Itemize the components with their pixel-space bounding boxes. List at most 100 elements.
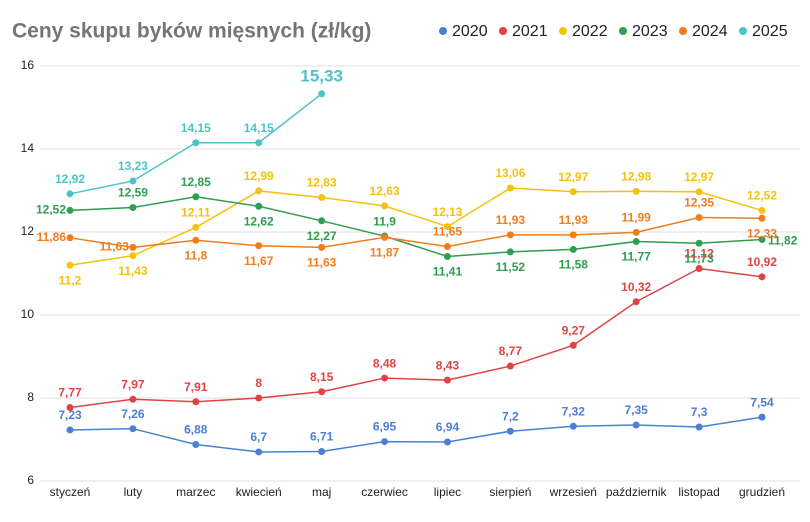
data-label: 11,67 (244, 254, 274, 268)
data-label: 11,63 (100, 240, 130, 254)
x-tick-label: listopad (678, 485, 719, 499)
data-label: 7,35 (625, 403, 649, 417)
data-label: 11,52 (496, 260, 526, 274)
legend-marker (559, 27, 567, 35)
data-label: 7,54 (750, 395, 774, 409)
point (192, 139, 200, 147)
data-label: 7,32 (562, 404, 586, 418)
data-label: 11,73 (684, 251, 714, 265)
data-label: 10,92 (747, 255, 777, 269)
point (192, 193, 200, 201)
data-label: 12,83 (307, 176, 337, 190)
data-label: 11,58 (559, 258, 589, 272)
point (758, 214, 766, 222)
point (695, 188, 703, 196)
data-label: 7,23 (58, 408, 82, 422)
data-label: 15,33 (300, 66, 343, 85)
legend-label: 2023 (632, 23, 668, 40)
x-tick-label: grudzień (739, 485, 785, 499)
data-label: 12,11 (181, 206, 211, 220)
data-label: 13,23 (118, 159, 148, 173)
data-label: 12,35 (684, 196, 714, 210)
x-tick-label: czerwiec (361, 485, 408, 499)
data-label: 11,65 (433, 225, 463, 239)
point (66, 261, 74, 269)
x-tick-label: sierpień (489, 485, 531, 499)
data-label: 8,43 (436, 358, 460, 372)
point (129, 177, 137, 185)
point (318, 90, 326, 98)
data-label: 7,2 (502, 409, 519, 423)
legend-marker (679, 27, 687, 35)
point (632, 421, 640, 429)
legend-label: 2024 (692, 23, 728, 40)
chart-title: Ceny skupu byków mięsnych (zł/kg) (12, 20, 371, 43)
legend-label: 2025 (752, 23, 788, 40)
data-label: 12,13 (432, 205, 462, 219)
point (318, 448, 326, 456)
data-label: 12,62 (244, 214, 274, 228)
legend-label: 2021 (512, 23, 548, 40)
data-label: 8,15 (310, 370, 334, 384)
series-line (69, 187, 763, 266)
point (506, 362, 514, 370)
point (569, 188, 577, 196)
series-line (69, 216, 763, 249)
point (192, 398, 200, 406)
point (381, 438, 389, 446)
point (569, 231, 577, 239)
data-label: 12,85 (181, 175, 211, 189)
data-label: 14,15 (181, 121, 211, 135)
legend-label: 2020 (452, 23, 488, 40)
data-label: 6,94 (436, 420, 460, 434)
point (506, 248, 514, 256)
data-label: 12,52 (747, 189, 777, 203)
data-label: 12,59 (118, 186, 148, 200)
data-label: 11,63 (307, 256, 337, 270)
point (381, 202, 389, 210)
y-tick-label: 12 (21, 224, 35, 238)
x-tick-label: wrzesień (549, 485, 597, 499)
data-label: 12,63 (370, 184, 400, 198)
data-label: 11,41 (433, 265, 463, 279)
point (506, 427, 514, 435)
point (129, 252, 137, 260)
data-label: 7,3 (691, 405, 708, 419)
data-label: 8,77 (499, 344, 523, 358)
point (758, 206, 766, 214)
series-line (69, 267, 763, 409)
point (443, 243, 451, 251)
data-label: 10,32 (621, 280, 651, 294)
point (66, 404, 74, 412)
point (632, 187, 640, 195)
point (255, 394, 263, 402)
series-line (69, 416, 763, 453)
point (255, 139, 263, 147)
point (758, 235, 766, 243)
data-label: 7,97 (121, 377, 145, 391)
point (255, 202, 263, 210)
point (255, 187, 263, 195)
legend-marker (499, 27, 507, 35)
point (569, 341, 577, 349)
point (318, 388, 326, 396)
data-label: 11,8 (184, 248, 207, 262)
point (192, 236, 200, 244)
point (443, 438, 451, 446)
point (758, 413, 766, 421)
data-label: 7,77 (58, 386, 82, 400)
data-label: 11,93 (496, 213, 526, 227)
data-label: 11,87 (370, 246, 400, 260)
y-tick-label: 14 (21, 141, 35, 155)
point (255, 448, 263, 456)
data-label: 7,26 (121, 407, 145, 421)
point (192, 440, 200, 448)
point (129, 395, 137, 403)
point (66, 206, 74, 214)
point (443, 376, 451, 384)
legend-marker (739, 27, 747, 35)
x-tick-label: maj (312, 485, 331, 499)
x-tick-label: styczeń (50, 485, 91, 499)
point (66, 234, 74, 242)
data-label: 13,06 (495, 166, 525, 180)
